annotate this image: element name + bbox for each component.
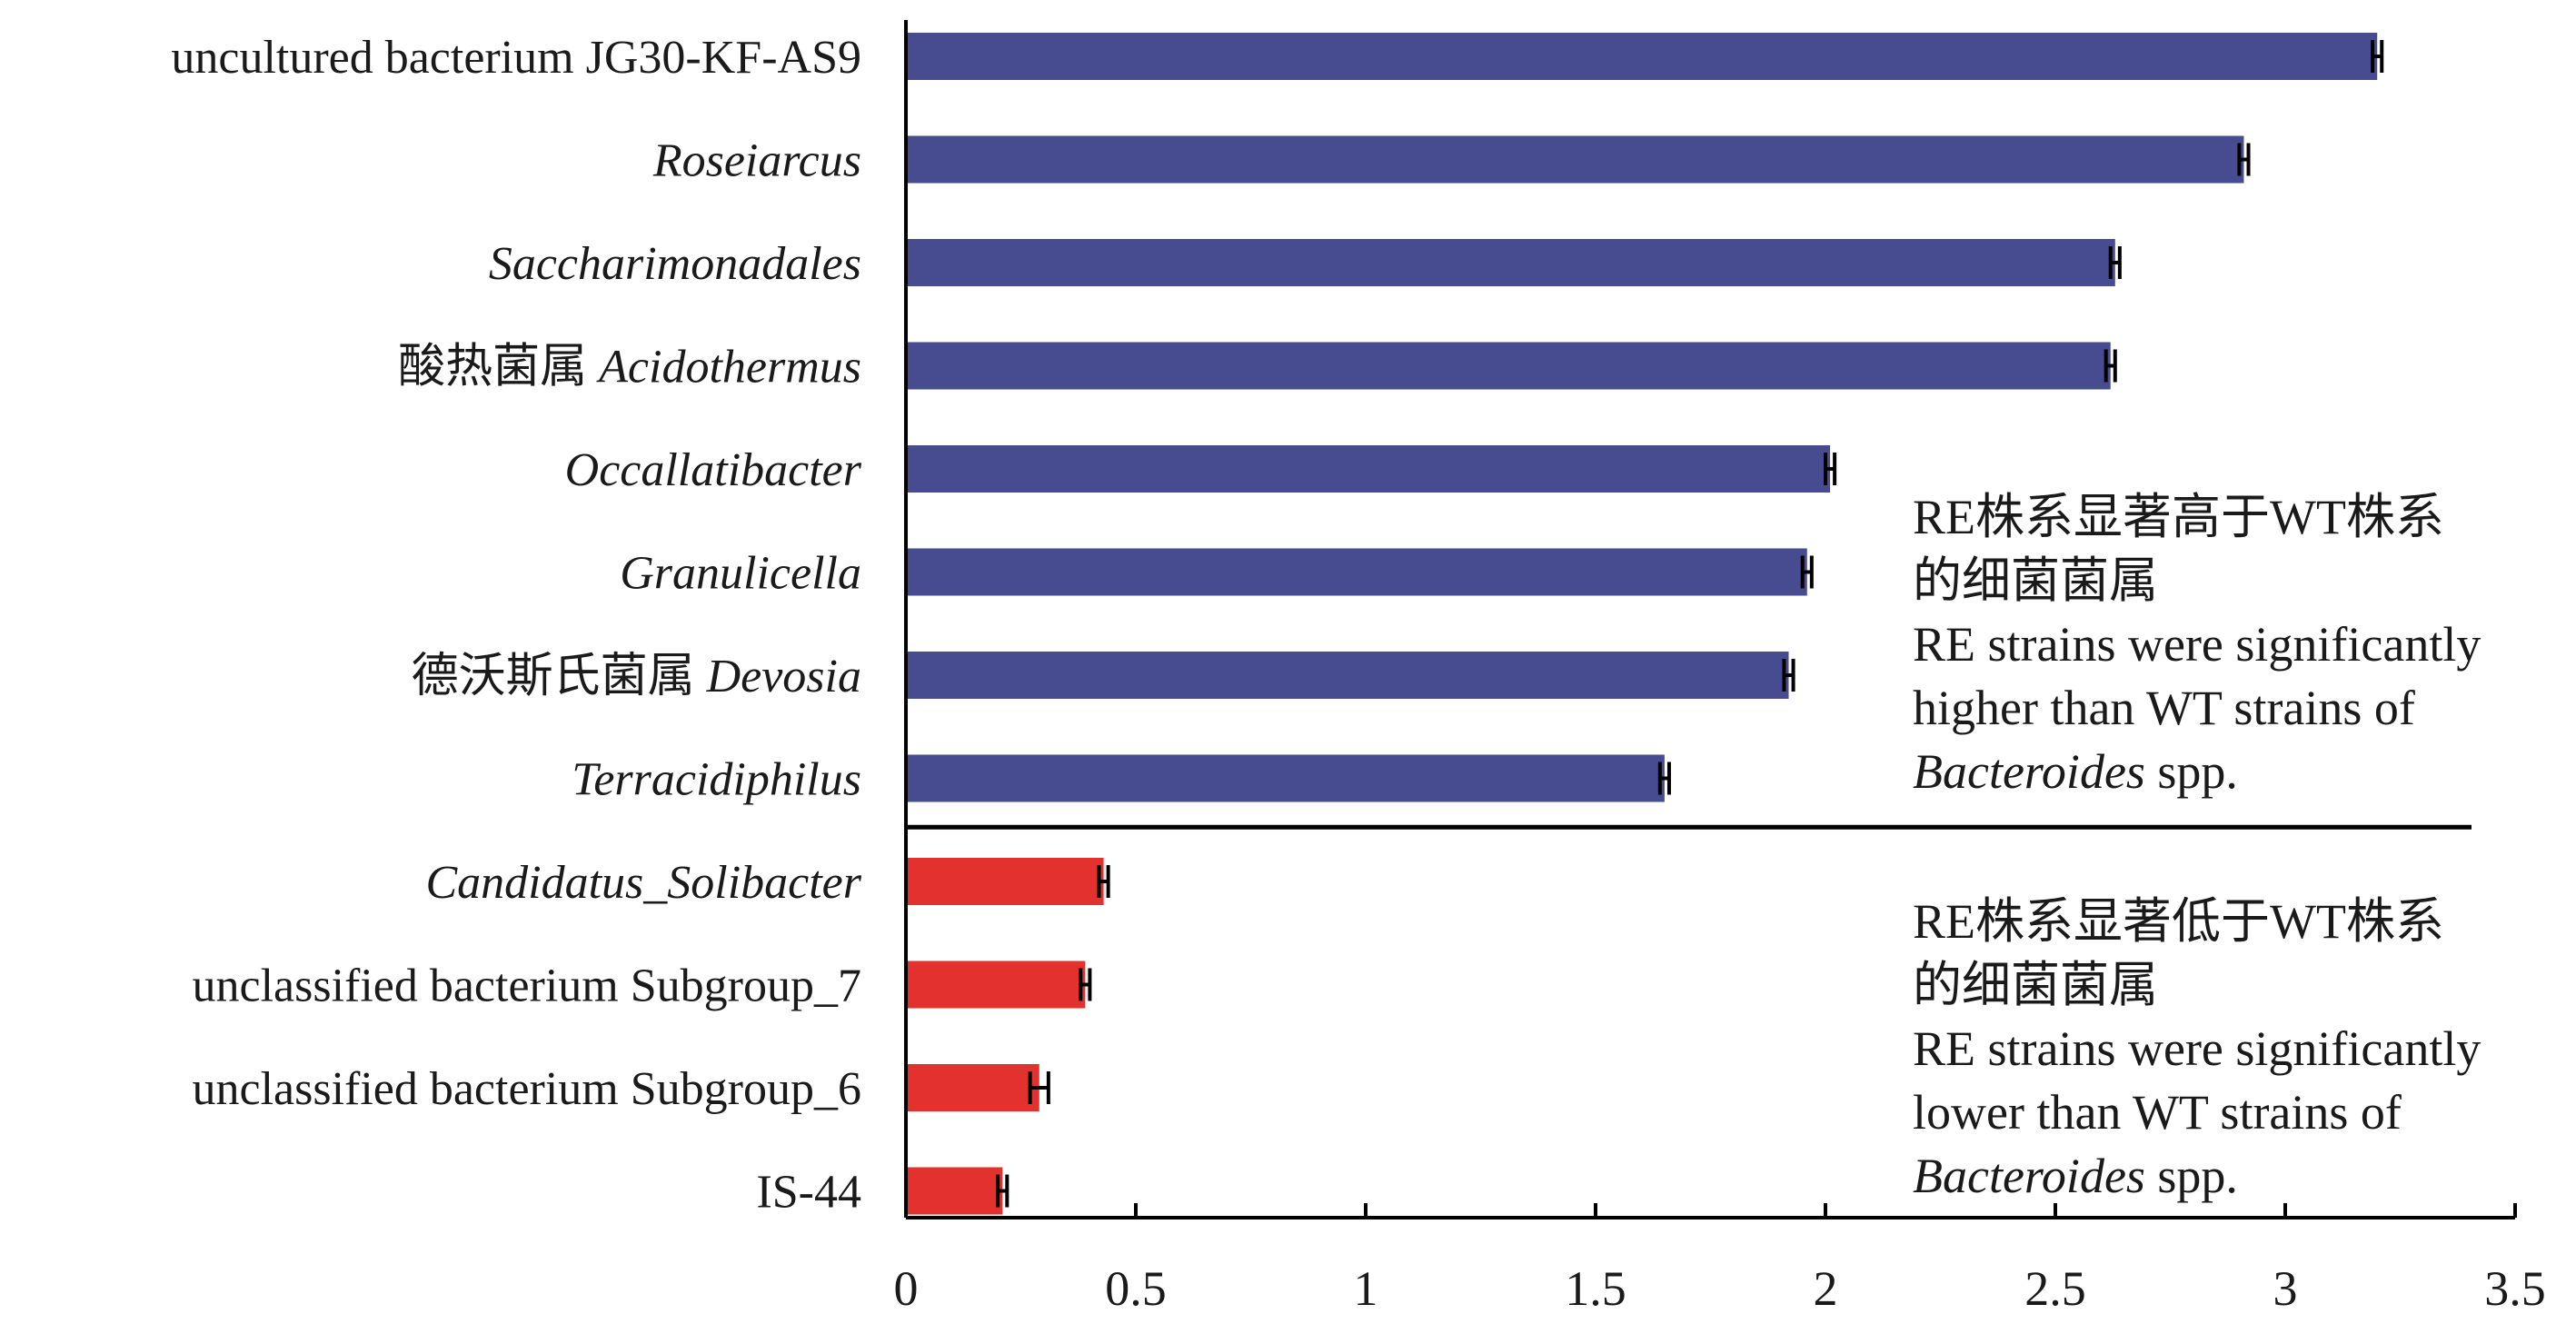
annotation-text: Bacteroides (1913, 744, 2145, 799)
category-label: IS-44 (756, 1167, 861, 1219)
category-label-italic: Devosia (706, 651, 861, 702)
bar (906, 1064, 1039, 1111)
axes-group (904, 20, 2517, 1220)
error-bar (1782, 659, 1795, 692)
error-bar (2104, 349, 2117, 383)
category-label-text: 酸热菌属 (398, 342, 599, 393)
category-label-text: 德沃斯氏菌属 (412, 651, 707, 702)
category-label: unclassified bacterium Subgroup_6 (192, 1063, 861, 1115)
bar (906, 1167, 1003, 1215)
error-bar (1097, 865, 1110, 898)
x-tick-label: 3 (2273, 1261, 2298, 1316)
bar (906, 239, 2115, 286)
annotation-line: higher than WT strains of (1913, 681, 2415, 735)
category-label: Occallatibacter (565, 444, 862, 496)
x-tick-label: 0.5 (1105, 1261, 1167, 1316)
error-bar (1079, 968, 1092, 1001)
bar (906, 961, 1086, 1009)
annotation-text: higher than WT strains of (1913, 681, 2415, 735)
category-label: Candidatus_Solibacter (425, 857, 861, 909)
x-tick-label: 2.5 (2024, 1261, 2086, 1316)
annotation-text: RE strains were significantly (1913, 617, 2481, 672)
annotation-line: RE strains were significantly (1913, 617, 2481, 672)
category-label-italic: Roseiarcus (652, 135, 861, 187)
x-tick-label: 1 (1354, 1261, 1378, 1316)
x-tick-label: 1.5 (1565, 1261, 1626, 1316)
category-label-italic: Granulicella (620, 548, 861, 600)
category-label: Terracidiphilus (572, 754, 861, 806)
annotation-line: RE株系显著低于WT株系 (1913, 894, 2444, 949)
category-label: 酸热菌属 Acidothermus (398, 342, 861, 393)
x-tick-label: 3.5 (2484, 1261, 2546, 1316)
error-bar (1800, 555, 1814, 589)
bars-group (906, 33, 2378, 1215)
category-label-text: IS-44 (756, 1167, 861, 1219)
category-label: Granulicella (620, 548, 861, 600)
category-label-italic: Terracidiphilus (572, 754, 861, 806)
annotation-text: 的细菌菌属 (1913, 958, 2158, 1012)
error-bar (1657, 762, 1671, 795)
bar (906, 342, 2111, 390)
bar (906, 548, 1807, 596)
bar (906, 33, 2378, 80)
error-bar (1028, 1071, 1050, 1104)
category-label: unclassified bacterium Subgroup_7 (192, 961, 861, 1012)
category-label-text: uncultured bacterium JG30-KF-AS9 (171, 32, 861, 84)
annotation-text: spp. (2145, 1149, 2238, 1203)
annotation-line: RE strains were significantly (1913, 1021, 2481, 1076)
error-bar (2108, 246, 2122, 279)
annotation-line: lower than WT strains of (1913, 1085, 2402, 1140)
annotation-line: 的细菌菌属 (1913, 958, 2158, 1012)
category-label-text: unclassified bacterium Subgroup_7 (192, 961, 861, 1012)
annotation-text: 的细菌菌属 (1913, 553, 2158, 608)
category-label: uncultured bacterium JG30-KF-AS9 (171, 32, 861, 84)
annotation-line: Bacteroides spp. (1913, 1149, 2238, 1203)
category-label: Roseiarcus (652, 135, 861, 187)
x-tick-label: 0 (894, 1261, 919, 1316)
category-label: 德沃斯氏菌属 Devosia (412, 651, 861, 702)
bar (906, 652, 1789, 699)
annotation-text: Bacteroides (1913, 1149, 2145, 1203)
category-label: Saccharimonadales (489, 238, 861, 290)
x-tick-label: 2 (1814, 1261, 1838, 1316)
x-tick-labels-group: 0 0.5 1 1.5 2 2.5 3 3.5 (894, 1261, 2546, 1316)
annotation-line: 的细菌菌属 (1913, 553, 2158, 608)
annotation-line: Bacteroides spp. (1913, 744, 2238, 799)
annotation-text: RE strains were significantly (1913, 1021, 2481, 1076)
annotation-text: RE株系显著低于WT株系 (1913, 894, 2444, 949)
error-bars-group (996, 40, 2384, 1208)
annotation-line: RE株系显著高于WT株系 (1913, 490, 2444, 544)
bar (906, 445, 1831, 493)
bar (906, 754, 1665, 802)
bar (906, 135, 2244, 184)
error-bar (996, 1174, 1010, 1208)
category-label-text: unclassified bacterium Subgroup_6 (192, 1063, 861, 1115)
category-labels-group: uncultured bacterium JG30-KF-AS9 Roseiarc… (171, 32, 861, 1219)
annotation-text: lower than WT strains of (1913, 1085, 2402, 1140)
error-bar (2237, 143, 2251, 176)
category-label-italic: Acidothermus (596, 342, 861, 393)
bar (906, 858, 1104, 905)
annotation-text: RE株系显著高于WT株系 (1913, 490, 2444, 544)
category-label-italic: Saccharimonadales (489, 238, 861, 290)
error-bar (2371, 40, 2384, 73)
error-bar (1824, 453, 1837, 485)
category-label-italic: Candidatus_Solibacter (425, 857, 861, 909)
category-label-italic: Occallatibacter (565, 444, 862, 496)
annotation-text: spp. (2145, 744, 2238, 799)
